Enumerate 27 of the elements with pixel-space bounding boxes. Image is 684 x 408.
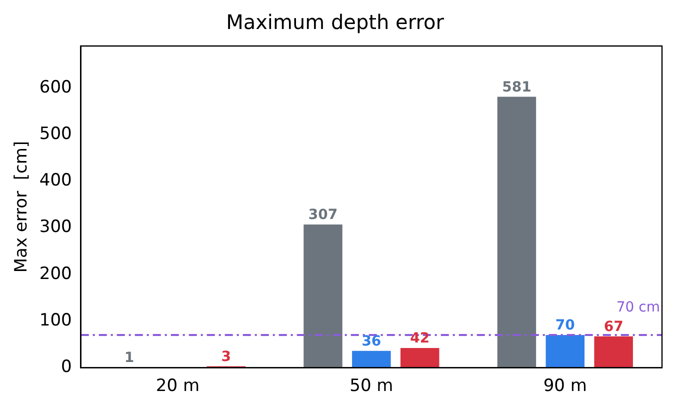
- y-tick-label: 100: [39, 310, 72, 330]
- data-label: 70: [555, 318, 576, 334]
- y-tick-label: 400: [39, 170, 72, 191]
- x-tick-label: 50 m: [350, 376, 394, 396]
- y-tick-label: 600: [39, 77, 72, 98]
- chart-title: Maximum depth error: [226, 10, 445, 34]
- data-label: 307: [308, 207, 338, 224]
- data-label: 42: [410, 330, 430, 347]
- bar: [546, 334, 585, 368]
- y-tick-label: 0: [61, 357, 72, 378]
- y-axis-title: Max error [cm]: [12, 140, 32, 273]
- bar: [497, 96, 536, 368]
- data-label: 67: [604, 319, 624, 336]
- y-tick-label: 500: [39, 124, 72, 144]
- data-label: 1: [124, 350, 134, 366]
- bar: [304, 224, 342, 368]
- data-label: 581: [502, 79, 532, 96]
- data-label: 3: [221, 348, 232, 365]
- data-label: 36: [362, 333, 382, 350]
- ref-line-label: 70 cm: [616, 300, 660, 316]
- bar: [352, 350, 391, 368]
- y-tick-label: 200: [39, 264, 72, 284]
- x-tick-label: 90 m: [543, 376, 587, 396]
- bar: [400, 348, 440, 368]
- y-tick-label: 300: [39, 217, 72, 238]
- bar: [594, 336, 633, 368]
- x-tick-label: 20 m: [156, 376, 200, 396]
